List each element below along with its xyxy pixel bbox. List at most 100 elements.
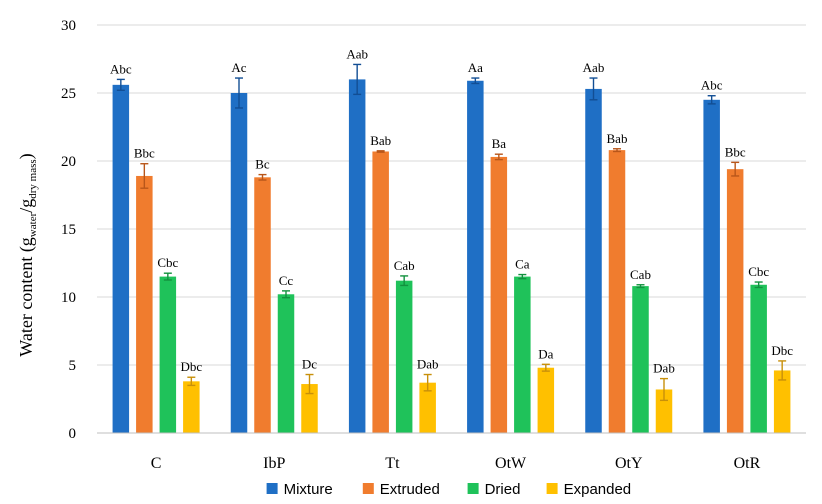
y-tick-label-0: 0	[69, 426, 77, 442]
error-bar-dried-tt	[400, 275, 409, 287]
bar-dried-ibp	[277, 294, 295, 433]
data-label-dried-c: Cbc	[157, 255, 178, 270]
legend-label-extruded: Extruded	[380, 481, 440, 498]
error-bar-expanded-ibp	[305, 373, 314, 395]
error-bar-expanded-otr	[778, 360, 787, 381]
error-bar-dried-otw	[518, 273, 527, 280]
y-tick-label-20: 20	[61, 154, 76, 170]
legend-swatch-expanded	[546, 483, 558, 494]
y-tick-label-15: 15	[61, 222, 76, 238]
bars	[112, 63, 791, 434]
data-label-expanded-c: Dbc	[180, 359, 202, 374]
legend-swatch-mixture	[266, 483, 278, 494]
error-bar-dried-oty	[636, 284, 645, 289]
bar-dried-otr	[750, 284, 767, 433]
y-tick-label-30: 30	[61, 18, 76, 34]
bar-extruded-c	[136, 175, 153, 433]
error-bar-expanded-oty	[660, 377, 668, 402]
data-label-expanded-otr: Dbc	[771, 343, 793, 358]
y-axis-title-sub1: water	[27, 212, 39, 237]
legend: Mixture Extruded Dried Expanded	[266, 481, 632, 498]
data-label-extruded-otr: Bbc	[725, 144, 746, 159]
error-bar-mixture-tt	[353, 63, 362, 96]
data-label-extruded-oty: Bab	[607, 131, 628, 146]
data-label-expanded-ibp: Dc	[302, 357, 317, 372]
y-axis-title-sub2: dry mass	[27, 159, 39, 198]
bar-mixture-otw	[467, 80, 484, 433]
data-label-dried-tt: Cab	[394, 258, 415, 273]
error-bar-dried-otr	[754, 281, 763, 289]
bar-extruded-ibp	[254, 177, 271, 433]
data-label-extruded-ibp: Bc	[255, 157, 270, 172]
error-bar-expanded-c	[187, 376, 196, 387]
data-label-expanded-otw: Da	[538, 346, 553, 361]
bar-expanded-oty	[655, 389, 673, 433]
y-axis-title-close: )	[16, 153, 37, 159]
y-axis-title: Water content (gwater/gdry mass)	[16, 153, 39, 356]
x-category-label-tt: Tt	[385, 455, 400, 472]
bar-dried-c	[159, 276, 177, 433]
error-bar-extruded-c	[140, 163, 149, 189]
error-bar-mixture-c	[116, 78, 125, 91]
error-bar-mixture-oty	[589, 77, 598, 101]
y-axis-title-main: Water content (g	[16, 237, 37, 357]
y-tick-label-10: 10	[61, 290, 76, 306]
error-bar-dried-ibp	[282, 290, 290, 299]
data-label-mixture-c: Abc	[110, 61, 132, 76]
bar-extruded-otr	[726, 169, 744, 433]
bar-dried-otw	[514, 276, 531, 433]
bar-expanded-otw	[537, 367, 555, 433]
x-axis-categories: C IbP Tt OtW OtY OtR	[151, 455, 761, 472]
y-tick-label-5: 5	[69, 358, 77, 374]
y-axis-title-sep: /g	[16, 199, 36, 213]
data-label-dried-oty: Cab	[630, 267, 651, 282]
grid-lines	[97, 24, 806, 366]
data-label-dried-ibp: Cc	[279, 273, 294, 288]
error-bar-dried-c	[163, 272, 172, 281]
y-tick-label-25: 25	[61, 86, 76, 102]
data-label-dried-otw: Ca	[515, 257, 530, 272]
data-label-mixture-oty: Aab	[583, 60, 605, 75]
legend-label-dried: Dried	[485, 481, 521, 498]
data-label-mixture-ibp: Ac	[231, 60, 246, 75]
data-label-dried-otr: Cbc	[748, 264, 769, 279]
x-category-label-otw: OtW	[495, 455, 527, 472]
error-bar-extruded-otr	[731, 161, 740, 177]
data-label-extruded-tt: Bab	[370, 133, 391, 148]
legend-swatch-extruded	[362, 483, 374, 494]
error-bar-mixture-ibp	[235, 77, 243, 109]
y-axis-ticks: 0 5 10 15 20 25 30	[61, 18, 76, 442]
x-category-label-oty: OtY	[615, 455, 643, 472]
bar-expanded-tt	[419, 382, 436, 433]
x-category-label-ibp: IbP	[263, 455, 285, 472]
bar-extruded-otw	[490, 156, 508, 434]
legend-label-mixture: Mixture	[284, 481, 333, 498]
data-label-extruded-otw: Ba	[492, 136, 507, 151]
legend-swatch-dried	[467, 483, 479, 494]
data-labels: Abc Bbc Cbc Dbc Ac Bc Cc Dc Aab Bab Cab Dab Aa Ba Ca Da…	[110, 46, 793, 375]
data-label-expanded-oty: Dab	[653, 361, 675, 376]
x-category-label-c: C	[151, 455, 162, 472]
error-bar-extruded-oty	[613, 148, 621, 153]
bar-mixture-tt	[348, 79, 366, 434]
data-label-mixture-otr: Abc	[701, 78, 723, 93]
error-bar-extruded-tt	[376, 150, 385, 153]
bar-expanded-ibp	[301, 384, 318, 433]
error-bar-mixture-otr	[707, 95, 716, 105]
bar-mixture-ibp	[230, 93, 248, 433]
bar-extruded-oty	[608, 150, 626, 433]
error-bar-extruded-otw	[494, 153, 503, 161]
bar-extruded-tt	[372, 151, 389, 434]
bar-expanded-c	[183, 381, 200, 433]
legend-label-expanded: Expanded	[564, 481, 632, 498]
bar-mixture-otr	[703, 99, 720, 434]
data-label-mixture-tt: Aab	[346, 46, 368, 61]
bar-mixture-oty	[585, 88, 602, 434]
bar-expanded-otr	[773, 370, 791, 433]
error-bar-expanded-otw	[541, 363, 550, 372]
data-label-mixture-otw: Aa	[468, 60, 483, 75]
data-label-expanded-tt: Dab	[417, 357, 439, 372]
bar-mixture-c	[112, 84, 130, 433]
x-category-label-otr: OtR	[734, 455, 761, 472]
